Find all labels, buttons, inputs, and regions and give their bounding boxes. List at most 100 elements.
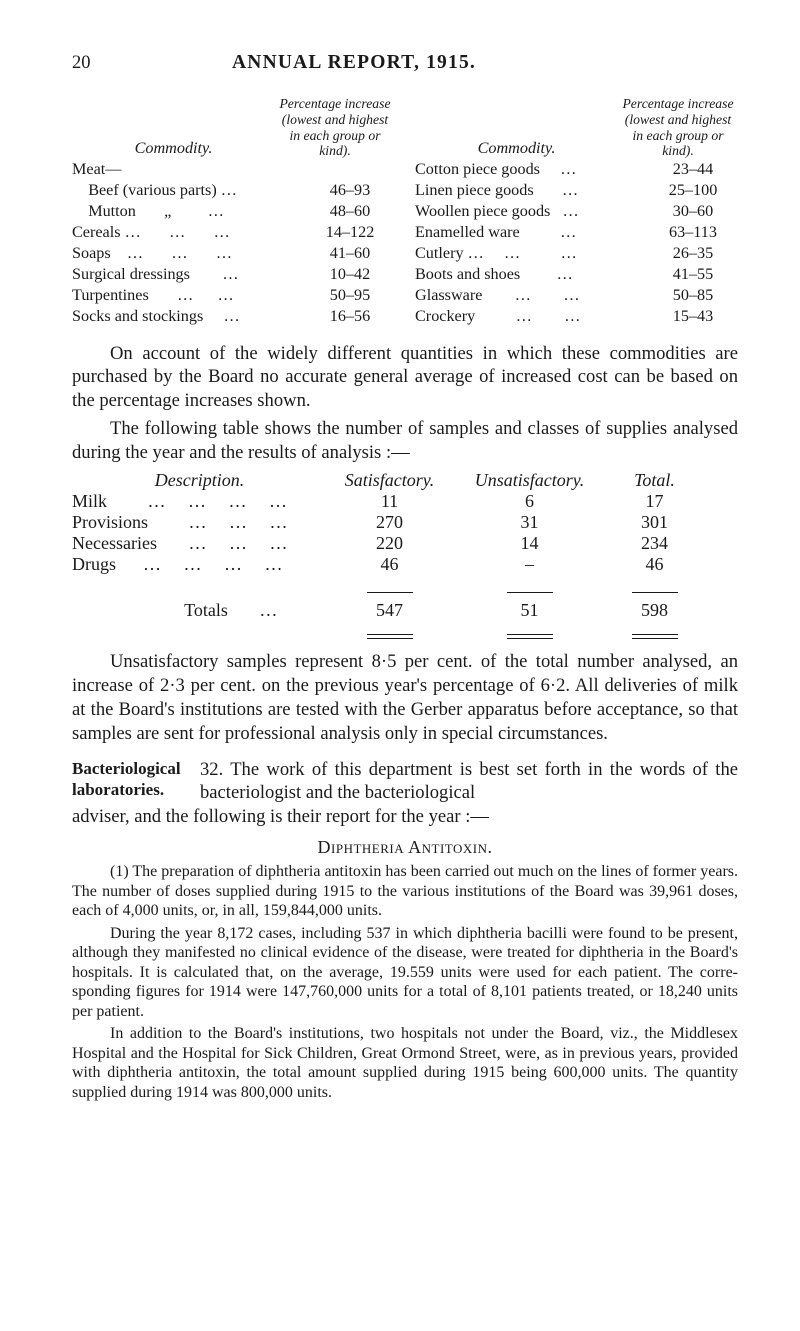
commodity-row: Crockery … …15–43 bbox=[415, 306, 738, 327]
commodity-name: Meat— bbox=[72, 159, 305, 180]
range-line1: Percentage increase bbox=[275, 96, 395, 112]
commodity-value: 26–35 bbox=[648, 243, 738, 264]
commodity-row: Cereals … … …14–122 bbox=[72, 222, 395, 243]
section-label: Bacteriological laboratories. bbox=[72, 759, 181, 799]
commodity-value: 41–55 bbox=[648, 264, 738, 285]
commodity-row: Boots and shoes …41–55 bbox=[415, 264, 738, 285]
page-number: 20 bbox=[72, 53, 232, 74]
commodity-value: 14–122 bbox=[305, 222, 395, 243]
commodity-row: Linen piece goods …25–100 bbox=[415, 180, 738, 201]
bacteriological-section: Bacteriological laboratories. 32. The wo… bbox=[72, 758, 738, 829]
commodity-row: Turpentines … …50–95 bbox=[72, 285, 395, 306]
analysis-cell-total: 234 bbox=[607, 533, 702, 554]
page: 20 ANNUAL REPORT, 1915. Commodity. Perce… bbox=[0, 0, 800, 1165]
range-label-right: Percentage increase (lowest and highest … bbox=[618, 96, 738, 159]
range-line2: (lowest and highest in each group or kin… bbox=[618, 112, 738, 159]
totals-total: 598 bbox=[607, 600, 702, 621]
commodity-name: Cereals … … … bbox=[72, 222, 305, 243]
para-1: On account of the widely different quant… bbox=[72, 342, 738, 413]
commodity-row: Cutlery … … …26–35 bbox=[415, 243, 738, 264]
rule-below-totals bbox=[72, 623, 738, 644]
analysis-table: Description. Satisfactory. Unsatisfactor… bbox=[72, 470, 738, 644]
commodity-name: Crockery … … bbox=[415, 306, 648, 327]
analysis-cell-total: 46 bbox=[607, 554, 702, 575]
analysis-cell-desc: Provisions … … … bbox=[72, 512, 327, 533]
commodity-name: Beef (various parts) … bbox=[72, 180, 305, 201]
analysis-cell-desc: Drugs … … … … bbox=[72, 554, 327, 575]
commodity-columns: Commodity. Percentage increase (lowest a… bbox=[72, 96, 738, 328]
analysis-row: Drugs … … … …46–46 bbox=[72, 554, 738, 575]
analysis-cell-sat: 270 bbox=[327, 512, 452, 533]
commodity-name: Cutlery … … … bbox=[415, 243, 648, 264]
commodity-name: Boots and shoes … bbox=[415, 264, 648, 285]
commodity-value: 41–60 bbox=[305, 243, 395, 264]
commodity-row: Surgical dressings …10–42 bbox=[72, 264, 395, 285]
commodity-value: 10–42 bbox=[305, 264, 395, 285]
para-4-line1: Bacteriological laboratories. 32. The wo… bbox=[72, 758, 738, 806]
analysis-header-row: Description. Satisfactory. Unsatisfactor… bbox=[72, 470, 738, 491]
analysis-row: Provisions … … …27031301 bbox=[72, 512, 738, 533]
rule-above-totals bbox=[72, 577, 738, 598]
analysis-cell-desc: Necessaries … … … bbox=[72, 533, 327, 554]
para-6-text: During the year 8,172 cases, including 5… bbox=[72, 925, 738, 1020]
commodity-name: Glassware … … bbox=[415, 285, 648, 306]
para-3-text: Unsatisfactory samples represent 8·5 per… bbox=[72, 651, 738, 743]
commodity-name: Soaps … … … bbox=[72, 243, 305, 264]
col-header-right: Commodity. Percentage increase (lowest a… bbox=[415, 96, 738, 159]
commodity-value: 15–43 bbox=[648, 306, 738, 327]
totals-label: Totals … bbox=[72, 600, 327, 621]
commodity-label: Commodity. bbox=[415, 138, 618, 159]
range-line2: (lowest and highest in each group or kin… bbox=[275, 112, 395, 159]
analysis-cell-total: 17 bbox=[607, 491, 702, 512]
hdr-unsat: Unsatisfactory. bbox=[452, 470, 607, 491]
commodity-name: Cotton piece goods … bbox=[415, 159, 648, 180]
analysis-cell-sat: 220 bbox=[327, 533, 452, 554]
commodity-value: 48–60 bbox=[305, 201, 395, 222]
subhead-diphtheria: Diphtheria Antitoxin. bbox=[72, 837, 738, 858]
commodity-name: Linen piece goods … bbox=[415, 180, 648, 201]
hdr-total: Total. bbox=[607, 470, 702, 491]
totals-unsat: 51 bbox=[452, 600, 607, 621]
commodity-value: 50–85 bbox=[648, 285, 738, 306]
analysis-totals-row: Totals … 547 51 598 bbox=[72, 600, 738, 621]
commodity-name: Woollen piece goods … bbox=[415, 201, 648, 222]
commodity-row: Glassware … …50–85 bbox=[415, 285, 738, 306]
commodity-value: 50–95 bbox=[305, 285, 395, 306]
totals-sat: 547 bbox=[327, 600, 452, 621]
commodity-value: 16–56 bbox=[305, 306, 395, 327]
para-7: In addition to the Board's institutions,… bbox=[72, 1024, 738, 1102]
commodity-name: Mutton „ … bbox=[72, 201, 305, 222]
range-label-left: Percentage increase (lowest and highest … bbox=[275, 96, 395, 159]
col-header-left: Commodity. Percentage increase (lowest a… bbox=[72, 96, 395, 159]
commodity-col-left: Commodity. Percentage increase (lowest a… bbox=[72, 96, 395, 328]
commodity-row: Cotton piece goods …23–44 bbox=[415, 159, 738, 180]
commodity-value bbox=[305, 159, 395, 180]
para-7-text: In addition to the Board's institutions,… bbox=[72, 1025, 738, 1101]
hdr-sat: Satisfactory. bbox=[327, 470, 452, 491]
commodity-value: 23–44 bbox=[648, 159, 738, 180]
commodity-row: Woollen piece goods …30–60 bbox=[415, 201, 738, 222]
analysis-cell-sat: 11 bbox=[327, 491, 452, 512]
analysis-row: Milk … … … …11617 bbox=[72, 491, 738, 512]
para-4-tail: adviser, and the following is their repo… bbox=[72, 805, 738, 829]
analysis-cell-unsat: 31 bbox=[452, 512, 607, 533]
commodity-name: Surgical dressings … bbox=[72, 264, 305, 285]
para-2-text: The following table shows the number of … bbox=[72, 418, 738, 463]
analysis-cell-unsat: 14 bbox=[452, 533, 607, 554]
commodity-name: Turpentines … … bbox=[72, 285, 305, 306]
para-1-text: On account of the widely different quant… bbox=[72, 343, 738, 412]
report-title: ANNUAL REPORT, 1915. bbox=[232, 52, 476, 74]
commodity-name: Enamelled ware … bbox=[415, 222, 648, 243]
commodity-row: Meat— bbox=[72, 159, 395, 180]
commodity-row: Socks and stockings …16–56 bbox=[72, 306, 395, 327]
commodity-row: Mutton „ …48–60 bbox=[72, 201, 395, 222]
commodity-col-right: Commodity. Percentage increase (lowest a… bbox=[415, 96, 738, 328]
commodity-row: Beef (various parts) …46–93 bbox=[72, 180, 395, 201]
commodity-value: 30–60 bbox=[648, 201, 738, 222]
commodity-label: Commodity. bbox=[72, 138, 275, 159]
commodity-row: Soaps … … …41–60 bbox=[72, 243, 395, 264]
commodity-name: Socks and stockings … bbox=[72, 306, 305, 327]
analysis-cell-sat: 46 bbox=[327, 554, 452, 575]
commodity-value: 25–100 bbox=[648, 180, 738, 201]
analysis-row: Necessaries … … …22014234 bbox=[72, 533, 738, 554]
